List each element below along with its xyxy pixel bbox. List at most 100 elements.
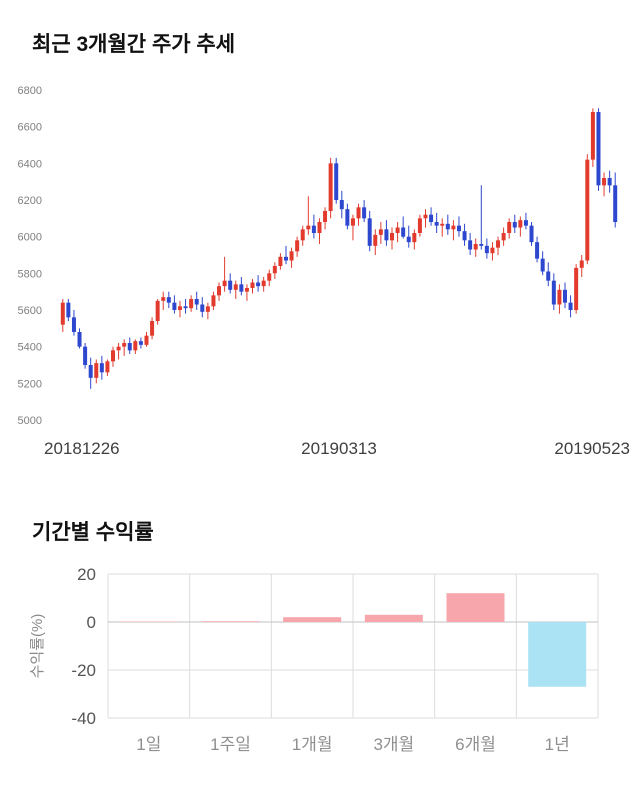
price-y-axis-ticks: 6800 6600 6400 6200 6000 5800 5600 5400 5200 5000: [18, 85, 42, 427]
candle: [535, 236, 540, 263]
candle: [395, 222, 400, 243]
gridlines: [107, 573, 599, 719]
y-tick-label: 6200: [18, 195, 42, 207]
candle: [590, 108, 595, 167]
candle: [451, 220, 456, 241]
return-bar: [283, 617, 342, 622]
y-tick-label: 5200: [18, 378, 42, 390]
x-date-label: 20181226: [44, 439, 120, 458]
x-date-label: 20190313: [301, 439, 377, 458]
y-tick-label: 5400: [18, 342, 42, 354]
candle: [378, 222, 383, 244]
candle: [462, 223, 467, 246]
y-tick-label: 5800: [18, 268, 42, 280]
returns-chart-title: 기간별 수익률: [32, 521, 154, 544]
candle: [183, 299, 188, 314]
candle: [323, 207, 328, 230]
candle: [417, 214, 422, 237]
candle: [440, 218, 445, 237]
candle: [345, 203, 350, 230]
candle: [523, 212, 528, 230]
x-category-label: 1년: [545, 735, 570, 754]
x-category-label: 3개월: [373, 735, 414, 754]
candle: [551, 273, 556, 310]
candle: [423, 209, 428, 228]
candle: [144, 332, 149, 347]
candle: [211, 291, 216, 310]
candle: [434, 212, 439, 233]
return-bars: [119, 593, 587, 687]
candle: [484, 238, 489, 259]
candle: [189, 295, 194, 312]
candle: [256, 275, 261, 292]
candle: [429, 207, 434, 226]
candle: [384, 220, 389, 246]
y-tick-label: 6600: [18, 122, 42, 134]
candle: [562, 282, 567, 309]
candle: [456, 216, 461, 237]
candle: [356, 203, 361, 226]
candle: [122, 339, 127, 356]
candle: [66, 299, 71, 321]
x-category-label: 1일: [136, 735, 161, 754]
candle: [155, 299, 160, 325]
candle: [546, 262, 551, 287]
y-tick-label: 6000: [18, 232, 42, 244]
returns-y-axis-ticks: 20 0 -20 -40: [71, 565, 96, 728]
candle: [177, 300, 182, 318]
period-returns-bar-chart: 20 0 -20 -40 1일 1주일 1개월 3개월 6개월 1년 수익률(%): [29, 565, 599, 754]
candle: [99, 355, 104, 380]
candle: [166, 291, 171, 309]
candle: [473, 238, 478, 257]
candle: [490, 242, 495, 261]
candle: [574, 264, 579, 314]
candle: [60, 299, 65, 332]
candle: [194, 291, 199, 310]
candle: [200, 297, 205, 318]
candle: [373, 229, 378, 255]
candle: [105, 359, 110, 376]
candle: [507, 218, 512, 239]
price-candlestick-chart: 6800 6600 6400 6200 6000 5800 5600 5400 5200 5000…: [18, 85, 630, 458]
y-tick-label: 20: [77, 565, 96, 584]
candle: [217, 282, 222, 301]
candle: [283, 245, 288, 265]
candle: [133, 339, 138, 354]
candle: [261, 277, 266, 292]
candle: [540, 251, 545, 276]
y-tick-label: -40: [71, 709, 96, 728]
candle: [116, 343, 121, 360]
candle: [362, 200, 367, 222]
return-bar: [528, 622, 587, 687]
candle: [479, 185, 484, 250]
candle: [172, 295, 177, 314]
y-tick-label: 6400: [18, 158, 42, 170]
y-tick-label: 0: [87, 613, 96, 632]
candle: [267, 269, 272, 287]
candle: [295, 236, 300, 257]
candle: [339, 190, 344, 219]
x-category-label: 1개월: [292, 735, 333, 754]
candle: [602, 172, 607, 197]
candle: [406, 225, 411, 248]
candle: [350, 214, 355, 241]
y-tick-label: -20: [71, 661, 96, 680]
candle: [88, 357, 93, 389]
candle: [596, 108, 601, 191]
candle: [239, 277, 244, 296]
candle: [278, 253, 283, 270]
candle: [585, 154, 590, 265]
candle: [71, 310, 76, 336]
candle: [607, 170, 612, 193]
candle: [250, 278, 255, 294]
price-chart-title: 최근 3개월간 주가 추세: [32, 33, 236, 56]
candle: [367, 211, 372, 252]
candle: [306, 196, 311, 235]
return-bar: [446, 593, 505, 622]
candle: [518, 216, 523, 237]
candle: [512, 214, 517, 233]
candle: [244, 284, 249, 301]
y-tick-label: 6800: [18, 85, 42, 97]
candle: [150, 317, 155, 340]
candle: [272, 262, 277, 279]
